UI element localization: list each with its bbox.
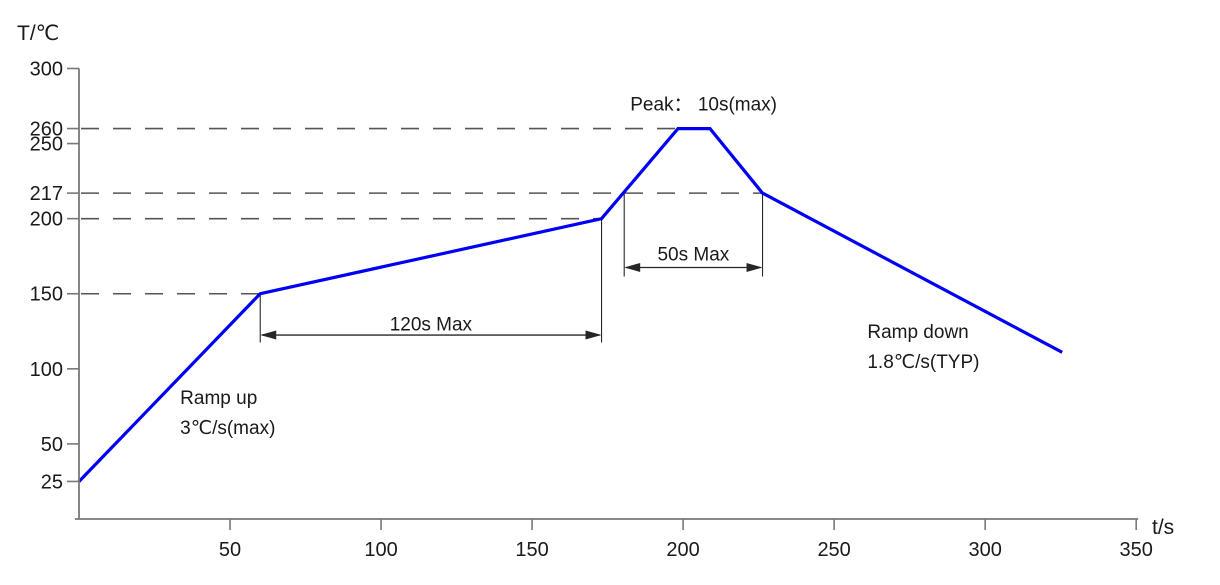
y-tick-label-25: 25 [41,471,63,493]
y-tick-label-50: 50 [41,434,63,456]
y-tick-label-250: 250 [30,134,63,156]
annotation-ramp-down-label-line1: Ramp down [867,322,968,343]
dim-arrowhead-right-50s-max [746,262,763,272]
y-tick-label-260: 260 [30,119,63,141]
y-tick-label-150: 150 [30,284,63,306]
x-tick-label-250: 250 [817,539,850,561]
x-tick-label-350: 350 [1119,539,1152,561]
annotation-ramp-up-label-line1: Ramp up [180,388,257,409]
annotation-ramp-up-label-line2: 3℃/s(max) [180,418,275,439]
annotation-peak-label: Peak： 10s(max) [630,95,777,116]
y-tick-label-300: 300 [30,58,63,80]
y-axis-title: T/℃ [17,22,59,45]
y-tick-label-217: 217 [30,183,63,205]
dim-label-120s-max: 120s Max [390,315,473,336]
dim-arrowhead-left-50s-max [624,262,641,272]
reflow-temperature-profile-curve [77,127,1063,483]
dim-label-50s-max: 50s Max [657,245,729,266]
y-tick-label-200: 200 [30,209,63,231]
x-axis-title: t/s [1152,516,1174,539]
dim-arrowhead-right-120s-max [585,330,602,340]
x-tick-label-200: 200 [666,539,699,561]
y-tick-label-100: 100 [30,359,63,381]
x-tick-label-150: 150 [515,539,548,561]
dim-arrowhead-left-120s-max [260,330,277,340]
x-tick-label-50: 50 [219,539,241,561]
x-tick-label-100: 100 [364,539,397,561]
annotation-ramp-down-label-line2: 1.8℃/s(TYP) [867,352,979,373]
x-tick-label-300: 300 [968,539,1001,561]
